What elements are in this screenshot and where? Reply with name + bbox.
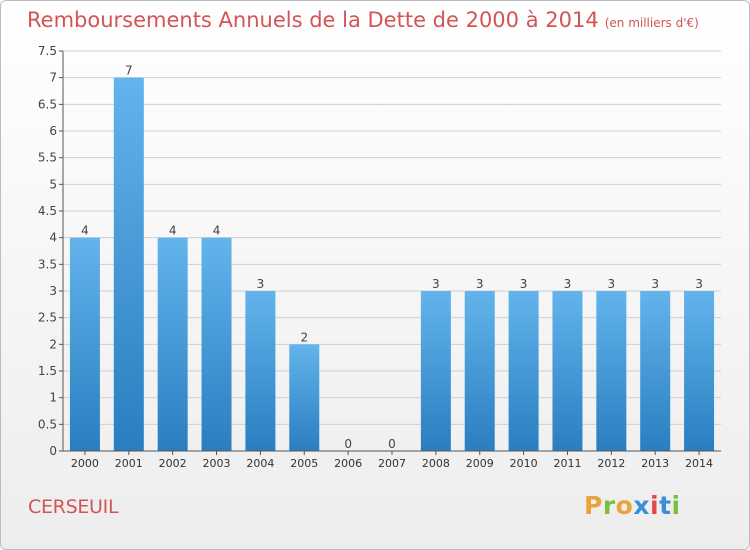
y-tick-label: 0.5: [38, 417, 57, 431]
data-label: 4: [169, 224, 177, 238]
unit-label: (en milliers d'€): [604, 16, 699, 30]
x-axis: 2000 2001 2002 2003 2004 2005 2006 2007 2008 2009…: [63, 450, 721, 470]
x-tick-label: 2001: [115, 457, 143, 470]
proxiti-logo[interactable]: Proxiti: [584, 491, 681, 520]
bar: [245, 291, 276, 451]
data-label: 3: [476, 277, 484, 291]
logo-letter: x: [633, 491, 650, 520]
data-label: 0: [344, 437, 352, 451]
title-text: Remboursements Annuels de la Dette de 20…: [27, 8, 599, 32]
y-axis: 0 0.5 1 1.5 2 2.5 3 3.5 4 4.5 5 5.5 6 6.5 7 7.5: [38, 44, 64, 458]
y-tick-label: 2: [49, 337, 57, 351]
bar: [201, 237, 232, 451]
y-tick-label: 4.5: [38, 204, 57, 218]
x-tick-label: 2007: [378, 457, 406, 470]
data-label: 3: [564, 277, 572, 291]
y-tick-label: 1: [49, 391, 57, 405]
bar: [464, 291, 495, 451]
bar: [596, 291, 627, 451]
bar: [157, 237, 188, 451]
x-tick-label: 2000: [71, 457, 99, 470]
y-tick-label: 1.5: [38, 364, 57, 378]
y-tick-label: 6: [49, 124, 57, 138]
y-tick-label: 5: [49, 177, 57, 191]
y-tick-label: 7: [49, 71, 57, 85]
bar: [684, 291, 715, 451]
data-label: 4: [213, 224, 221, 238]
data-label: 2: [300, 330, 308, 344]
bars: 4 7 4 4 3 2 0 0 3 3 3 3 3 3 3: [69, 64, 715, 452]
logo-letter: o: [615, 491, 634, 520]
logo-letter: i: [671, 491, 681, 520]
data-label: 7: [125, 64, 133, 78]
y-tick-label: 4: [49, 231, 57, 245]
data-label: 3: [651, 277, 659, 291]
data-label: 4: [81, 224, 89, 238]
bar: [289, 344, 320, 451]
data-label: 0: [388, 437, 396, 451]
x-tick-label: 2009: [466, 457, 494, 470]
y-tick-label: 3.5: [38, 257, 57, 271]
x-tick-label: 2003: [203, 457, 231, 470]
bar: [113, 77, 144, 452]
y-tick-label: 2.5: [38, 311, 57, 325]
x-tick-label: 2005: [290, 457, 318, 470]
x-tick-label: 2012: [597, 457, 625, 470]
logo-letter: P: [584, 491, 603, 520]
x-tick-label: 2006: [334, 457, 362, 470]
y-tick-label: 0: [49, 444, 57, 458]
chart-title: Remboursements Annuels de la Dette de 20…: [27, 8, 699, 32]
x-tick-label: 2011: [553, 457, 581, 470]
commune-name: CERSEUIL: [28, 496, 119, 518]
y-tick-label: 6.5: [38, 97, 57, 111]
data-label: 3: [695, 277, 703, 291]
logo-letter: t: [659, 491, 672, 520]
logo-letter: r: [602, 491, 616, 520]
logo-letter: i: [650, 491, 660, 520]
data-label: 3: [520, 277, 528, 291]
bar: [508, 291, 539, 451]
data-label: 3: [432, 277, 440, 291]
bar: [420, 291, 451, 451]
bar: [69, 237, 100, 451]
x-tick-label: 2010: [510, 457, 538, 470]
x-tick-label: 2014: [685, 457, 713, 470]
y-tick-label: 3: [49, 284, 57, 298]
bar: [640, 291, 671, 451]
x-tick-label: 2002: [159, 457, 187, 470]
data-label: 3: [257, 277, 265, 291]
data-label: 3: [608, 277, 616, 291]
y-tick-label: 7.5: [38, 44, 57, 58]
x-tick-label: 2008: [422, 457, 450, 470]
y-tick-label: 5.5: [38, 151, 57, 165]
x-tick-label: 2013: [641, 457, 669, 470]
x-tick-label: 2004: [246, 457, 274, 470]
bar: [552, 291, 583, 451]
